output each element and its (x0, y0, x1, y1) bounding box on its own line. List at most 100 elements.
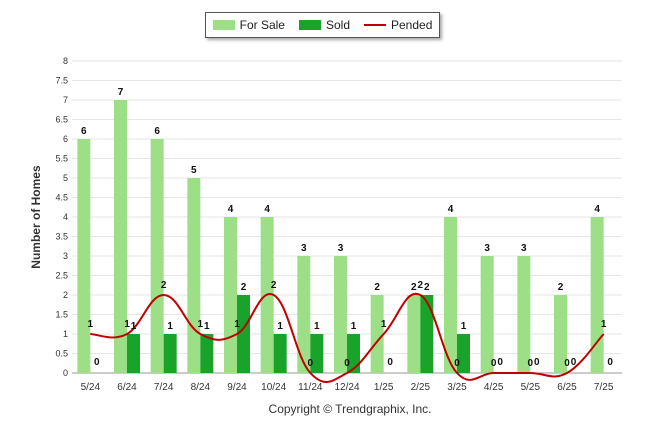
data-label-for-sale: 2 (558, 282, 564, 293)
data-label-for-sale: 3 (521, 243, 527, 254)
x-tick-label: 8/24 (191, 382, 211, 393)
bar-for-sale (480, 256, 494, 373)
legend-item-for-sale[interactable]: For Sale (212, 18, 285, 32)
data-label-sold: 2 (424, 282, 430, 293)
data-label-pended: 1 (381, 319, 387, 330)
y-tick-label: 6 (63, 134, 68, 144)
data-label-pended: 1 (198, 319, 204, 330)
pended-line (90, 292, 605, 383)
bar-sold (420, 295, 434, 373)
data-label-sold: 0 (571, 357, 577, 368)
y-tick-label: 1 (63, 329, 68, 339)
data-label-sold: 1 (167, 321, 173, 332)
data-label-sold: 1 (314, 321, 320, 332)
bar-for-sale (407, 295, 421, 373)
data-label-sold: 1 (351, 321, 357, 332)
data-label-pended: 0 (454, 358, 460, 369)
pended-line-path (90, 292, 605, 383)
x-tick-labels: 5/24 6/24 7/24 8/24 9/24 10/24 11/24 12/24 1/25 2… (81, 382, 614, 393)
bars (77, 100, 604, 373)
x-tick-label: 1/25 (374, 382, 394, 393)
bar-for-sale (297, 256, 311, 373)
y-tick-label: 3.5 (55, 232, 68, 242)
data-label-for-sale: 3 (338, 243, 344, 254)
legend-label-for-sale: For Sale (239, 18, 285, 32)
x-tick-label: 4/25 (484, 382, 504, 393)
data-label-for-sale: 3 (484, 243, 490, 254)
data-label-pended: 0 (528, 358, 534, 369)
y-tick-label: 1.5 (55, 310, 68, 320)
data-label-for-sale: 4 (264, 204, 270, 215)
y-tick-label: 2 (63, 290, 68, 300)
data-label-pended: 0 (344, 358, 350, 369)
legend-label-sold: Sold (325, 18, 350, 32)
data-label-pended: 2 (418, 280, 424, 291)
y-tick-label: 8 (63, 56, 68, 66)
x-tick-label: 7/25 (594, 382, 614, 393)
data-label-sold: 1 (461, 321, 467, 332)
y-tick-labels: 0 0.5 1 1.5 2 2.5 3 3.5 4 4.5 5 5.5 6 6.5 7 7.5 8 (55, 56, 68, 378)
data-label-pended: 1 (234, 319, 240, 330)
data-label-sold: 0 (607, 357, 613, 368)
bar-sold (237, 295, 250, 373)
data-label-sold: 2 (241, 282, 247, 293)
bar-for-sale (114, 100, 127, 373)
data-label-sold: 0 (387, 357, 393, 368)
data-label-for-sale: 5 (191, 165, 197, 176)
data-label-pended: 2 (161, 280, 167, 291)
x-tick-label: 7/24 (154, 382, 174, 393)
bar-sold (457, 334, 470, 373)
y-tick-label: 0 (63, 368, 68, 378)
y-tick-label: 7.5 (55, 76, 68, 86)
y-tick-label: 5 (63, 173, 68, 183)
x-tick-label: 12/24 (334, 382, 359, 393)
x-tick-label: 6/25 (557, 382, 577, 393)
x-tick-label: 5/25 (521, 382, 541, 393)
data-label-for-sale: 3 (301, 243, 307, 254)
y-tick-label: 3 (63, 251, 68, 261)
data-label-pended: 1 (88, 319, 94, 330)
data-label-sold: 0 (94, 357, 100, 368)
data-label-pended: 2 (271, 280, 277, 291)
legend-item-sold[interactable]: Sold (298, 18, 350, 32)
bar-for-sale (370, 295, 384, 373)
bar-sold (347, 334, 360, 373)
legend-item-pended[interactable]: Pended (364, 18, 432, 32)
y-tick-label: 4 (63, 212, 68, 222)
legend-label-pended: Pended (391, 18, 433, 32)
bar-for-sale (554, 295, 567, 373)
data-label-pended: 0 (308, 358, 314, 369)
legend: For Sale Sold Pended (205, 12, 440, 38)
data-label-pended: 1 (124, 319, 130, 330)
bar-for-sale (224, 217, 237, 373)
x-tick-label: 6/24 (117, 382, 137, 393)
sold-swatch (298, 20, 321, 30)
data-label-pended: 0 (491, 358, 497, 369)
bar-for-sale (517, 256, 531, 373)
bar-sold (163, 334, 177, 373)
bar-for-sale (334, 256, 347, 373)
bar-sold (310, 334, 324, 373)
bar-for-sale (444, 217, 457, 373)
x-tick-label: 3/25 (447, 382, 467, 393)
x-tick-label: 10/24 (261, 382, 286, 393)
x-tick-label: 9/24 (227, 382, 247, 393)
bar-for-sale (150, 139, 164, 373)
y-tick-label: 4.5 (55, 193, 68, 203)
bar-sold (273, 334, 287, 373)
data-label-sold: 0 (497, 357, 503, 368)
x-tick-label: 2/25 (411, 382, 431, 393)
pended-swatch (364, 24, 386, 26)
y-tick-label: 7 (63, 95, 68, 105)
data-label-for-sale: 6 (154, 126, 160, 137)
data-label-for-sale: 6 (81, 126, 87, 137)
y-axis-label: Number of Homes (29, 165, 43, 269)
x-tick-label: 5/24 (81, 382, 101, 393)
bar-sold (200, 334, 214, 373)
data-label-for-sale: 2 (374, 282, 380, 293)
data-label-for-sale: 4 (228, 204, 234, 215)
copyright-text: Copyright © Trendgraphix, Inc. (268, 402, 432, 416)
bar-for-sale (590, 217, 604, 373)
